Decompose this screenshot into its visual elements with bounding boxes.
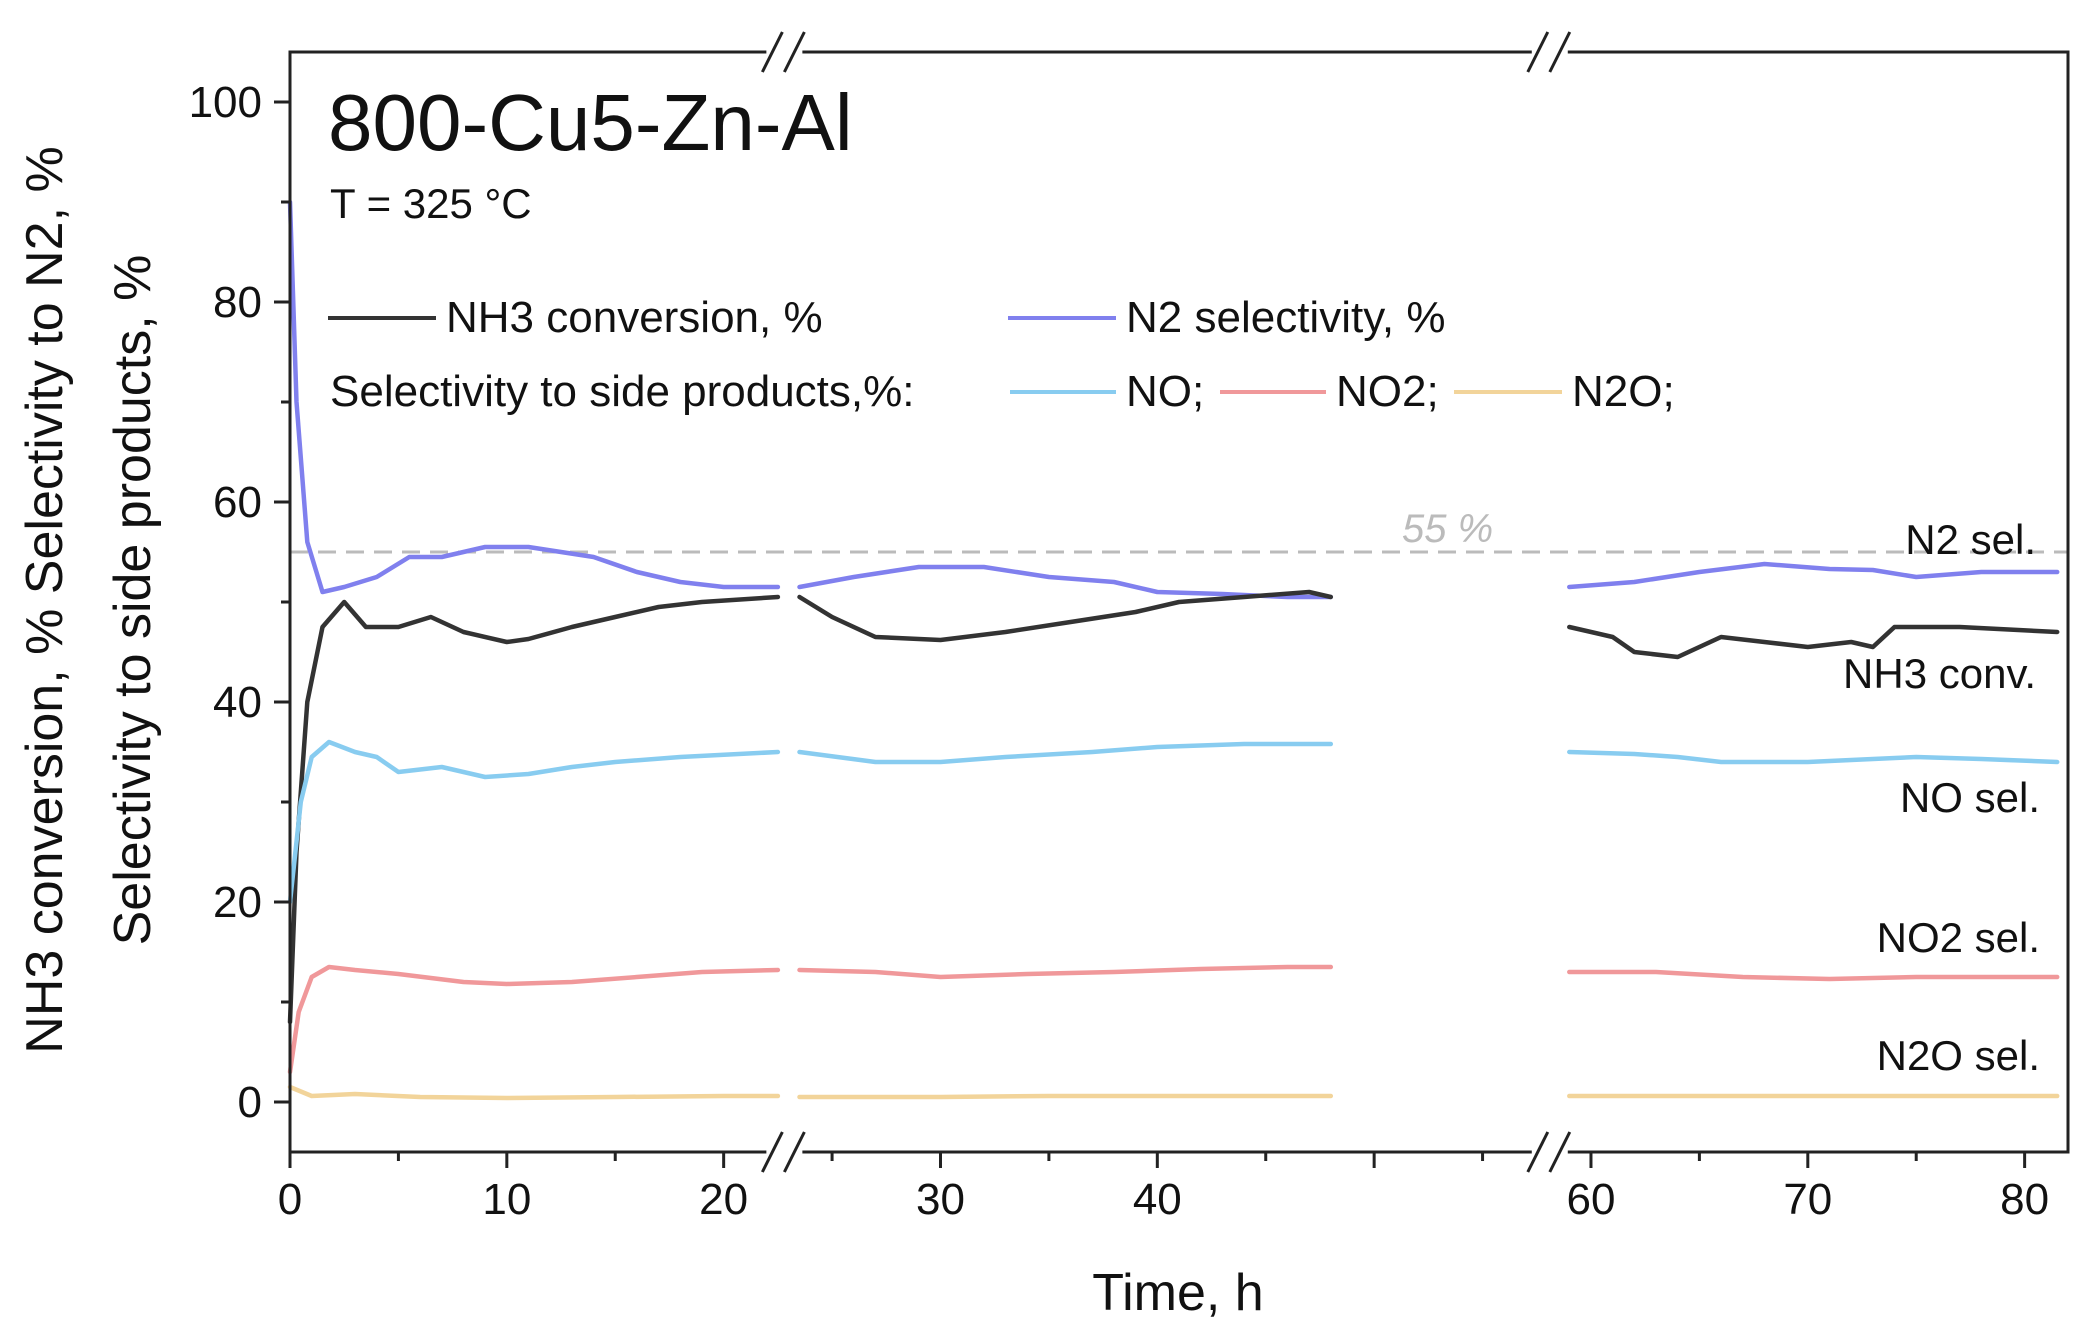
y-tick-label-0: 0 — [238, 1078, 262, 1127]
series-1-segment-2 — [1567, 624, 2060, 660]
y-tick-label-3: 60 — [213, 478, 262, 527]
y-tick-label-4: 80 — [213, 278, 262, 327]
x-tick-label-3: 30 — [916, 1175, 965, 1224]
x-tick-label-1: 10 — [482, 1175, 531, 1224]
series-0-segment-0 — [287, 199, 781, 595]
end-label-n2: N2 sel. — [1905, 516, 2036, 563]
chart-title: 800-Cu5-Zn-Al — [328, 78, 853, 167]
axis-break-mark-1-0-0 — [1526, 31, 1550, 73]
legend: NH3 conversion, % N2 selectivity, % Sele… — [328, 293, 1675, 416]
series-2-segment-0 — [287, 739, 781, 905]
series-3-segment-1 — [797, 964, 1334, 980]
series-0-segment-1 — [797, 564, 1334, 600]
legend-label-n2: N2 selectivity, % — [1126, 293, 1446, 342]
x-tick-label-8: 80 — [2000, 1175, 2049, 1224]
y-axis-title-2: Selectivity to side products, % — [104, 255, 162, 946]
series-2-segment-1 — [797, 741, 1334, 765]
chart-subtitle: T = 325 °C — [330, 180, 532, 227]
legend-label-no2: NO2; — [1336, 367, 1439, 416]
end-label-no: NO sel. — [1900, 774, 2040, 821]
series-3-segment-2 — [1567, 969, 2060, 982]
x-axis-title: Time, h — [1092, 1264, 1263, 1322]
series-layer — [287, 199, 2060, 1101]
y-tick-label-2: 40 — [213, 678, 262, 727]
series-1-segment-0 — [287, 594, 781, 1025]
legend-label-no: NO; — [1126, 367, 1204, 416]
axis-break-mark-0-0-1 — [783, 31, 806, 73]
axis-break-mark-1-1-1 — [1548, 1131, 1572, 1173]
series-1-segment-1 — [797, 589, 1334, 643]
series-end-labels: N2 sel. NH3 conv. NO sel. NO2 sel. N2O s… — [1843, 516, 2040, 1079]
y-axis-title-1: NH3 conversion, % Selectivity to N2, % — [16, 146, 74, 1053]
end-label-no2: NO2 sel. — [1877, 914, 2040, 961]
series-0-segment-2 — [1567, 561, 2060, 590]
x-tick-label-6: 60 — [1566, 1175, 1615, 1224]
series-4-segment-0 — [287, 1084, 781, 1101]
end-label-nh3: NH3 conv. — [1843, 650, 2036, 697]
series-3-segment-0 — [287, 964, 781, 1075]
x-tick-label-7: 70 — [1783, 1175, 1832, 1224]
legend-label-n2o: N2O; — [1572, 367, 1675, 416]
y-tick-label-1: 20 — [213, 878, 262, 927]
series-4-segment-1 — [797, 1093, 1334, 1100]
axis-break-mark-0-0-0 — [761, 31, 784, 73]
axis-breaks-layer — [761, 31, 1572, 1173]
ticks-layer: 0 10 20 30 40 60 70 80 0 20 40 60 80 100 — [189, 78, 2050, 1224]
axis-break-mark-0-1-1 — [783, 1131, 806, 1173]
x-tick-label-0: 0 — [278, 1175, 302, 1224]
reference-line-label: 55 % — [1402, 507, 1493, 551]
end-label-n2o: N2O sel. — [1877, 1032, 2040, 1079]
axis-break-mark-1-1-0 — [1526, 1131, 1550, 1173]
axis-break-mark-1-0-1 — [1548, 31, 1572, 73]
axis-break-mark-0-1-0 — [761, 1131, 784, 1173]
x-tick-label-2: 20 — [699, 1175, 748, 1224]
y-tick-label-5: 100 — [189, 78, 262, 127]
legend-label-nh3: NH3 conversion, % — [446, 293, 823, 342]
legend-side-label: Selectivity to side products,%: — [330, 367, 914, 416]
x-tick-label-4: 40 — [1133, 1175, 1182, 1224]
series-2-segment-2 — [1567, 749, 2060, 765]
